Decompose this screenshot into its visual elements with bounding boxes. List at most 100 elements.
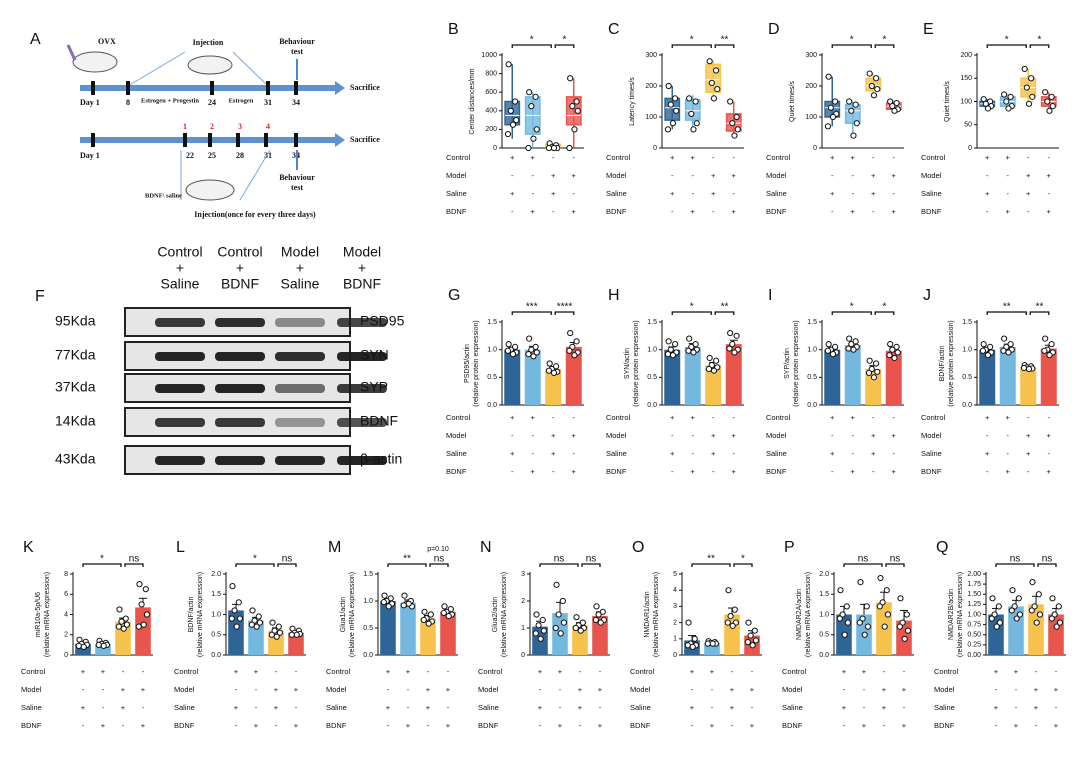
data-point (734, 126, 741, 133)
data-point (684, 642, 691, 649)
condition-label: BDNF (326, 721, 347, 730)
data-point (863, 603, 870, 610)
condition-sign: + (902, 685, 907, 694)
data-point (850, 132, 857, 139)
callout-line (239, 149, 271, 201)
scissors-icon (66, 44, 77, 61)
condition-sign: + (510, 449, 515, 458)
data-point (664, 126, 672, 133)
significance-bracket (511, 44, 552, 48)
data-point (984, 352, 992, 359)
condition-sign: - (539, 721, 542, 730)
sacrifice-label: Sacrifice (350, 83, 380, 92)
data-point (995, 603, 1002, 610)
condition-sign: - (82, 721, 85, 730)
data-point (288, 631, 295, 638)
condition-sign: + (710, 721, 715, 730)
condition-sign: + (558, 667, 563, 676)
condition-sign: - (893, 189, 896, 198)
condition-sign: + (902, 721, 907, 730)
y-axis-label: BDNF/actin (188, 597, 195, 633)
data-point (884, 611, 892, 618)
bar (844, 345, 861, 405)
condition-sign: - (1007, 189, 1010, 198)
data-point (566, 144, 573, 152)
condition-sign: - (552, 153, 555, 162)
y-tick-label: 1.5 (819, 591, 829, 598)
data-point (844, 619, 852, 626)
condition-sign: + (711, 449, 716, 458)
bar (565, 346, 582, 405)
y-axis-label: (relative mRNA expression) (653, 572, 660, 657)
data-point (1001, 91, 1008, 98)
data-point (1056, 619, 1064, 626)
condition-sign: - (427, 667, 430, 676)
data-point (421, 608, 428, 615)
data-point (236, 615, 244, 622)
condition-label: Saline (478, 703, 499, 712)
data-point (881, 623, 888, 630)
significance-label: **** (557, 302, 573, 313)
data-point (75, 642, 82, 649)
condition-sign: + (892, 207, 897, 216)
significance-bracket (671, 44, 712, 48)
condition-sign: - (532, 449, 535, 458)
data-point (539, 616, 546, 624)
condition-sign: + (750, 685, 755, 694)
data-point (724, 619, 731, 626)
y-tick-label: 0 (813, 145, 817, 152)
data-point (1021, 65, 1028, 73)
data-point (228, 615, 235, 622)
y-tick-label: 2 (521, 598, 525, 605)
y-tick-label: 6 (64, 591, 68, 598)
data-point (848, 341, 855, 348)
y-axis-label: Center distances/mm (469, 68, 476, 134)
data-point (123, 621, 131, 628)
data-point (1033, 619, 1040, 626)
condition-sign: - (691, 721, 694, 730)
condition-sign: + (81, 667, 86, 676)
day-label: 34 (292, 98, 300, 107)
chart-panel: P NMDAR2A/actin (relative mRNA expression)… (782, 539, 914, 730)
condition-sign: + (862, 721, 867, 730)
y-axis-label: (relative protein expression) (948, 320, 955, 406)
condition-label: Saline (606, 449, 627, 458)
data-point (1011, 603, 1018, 610)
data-point (229, 583, 236, 590)
y-tick-label: 0.5 (211, 632, 221, 639)
data-point (894, 349, 901, 356)
y-tick-label: 1.0 (807, 347, 817, 354)
data-point (1048, 93, 1055, 100)
data-point (669, 120, 677, 127)
condition-sign: - (863, 685, 866, 694)
condition-sign: - (1035, 667, 1038, 676)
condition-sign: - (986, 171, 989, 180)
data-point (733, 332, 740, 339)
significance-bracket (995, 563, 1035, 567)
condition-sign: - (1027, 207, 1030, 216)
blot-band (337, 418, 387, 427)
condition-label: Model (921, 171, 942, 180)
condition-sign: + (985, 153, 990, 162)
y-tick-label: 0.0 (487, 402, 497, 409)
significance-bracket (714, 311, 735, 315)
condition-sign: - (671, 171, 674, 180)
y-tick-label: 1.75 (967, 581, 981, 588)
data-point (710, 367, 718, 374)
data-point (533, 611, 540, 618)
condition-sign: - (733, 189, 736, 198)
condition-sign: - (573, 189, 576, 198)
condition-sign: - (831, 207, 834, 216)
bar (999, 346, 1016, 405)
condition-sign: + (985, 449, 990, 458)
data-point (904, 627, 912, 634)
data-point (574, 107, 581, 114)
condition-sign: - (511, 431, 514, 440)
condition-sign: - (1048, 189, 1051, 198)
y-tick-label: 800 (485, 70, 497, 77)
day-label: 31 (264, 151, 272, 160)
condition-sign: + (1006, 467, 1011, 476)
data-point (843, 603, 850, 610)
condition-sign: + (531, 467, 536, 476)
significance-label: * (100, 554, 104, 565)
